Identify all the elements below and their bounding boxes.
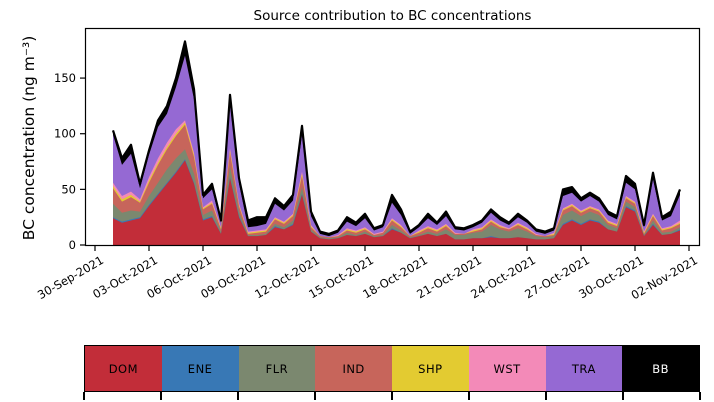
legend-tick — [468, 392, 470, 400]
axes-frame — [84, 27, 701, 247]
legend-tick — [699, 392, 701, 400]
total-line — [111, 40, 682, 235]
chart-title: Source contribution to BC concentrations — [253, 8, 532, 24]
plot-area: 0 50 100 150 — [54, 27, 701, 252]
legend-item-shp: SHP — [392, 346, 469, 391]
legend-item-ind: IND — [315, 346, 392, 391]
legend-axis-ticks — [83, 392, 701, 400]
y-tick-label: 0 — [69, 238, 76, 252]
legend-item-dom: DOM — [85, 346, 162, 391]
y-tick-label: 100 — [54, 127, 76, 141]
y-axis-label: BC concentration (ng m⁻³) — [20, 35, 38, 241]
legend-item-tra: TRA — [545, 346, 623, 391]
legend-item-bb: BB — [622, 346, 699, 391]
legend-label: ENE — [187, 361, 213, 376]
legend-label: DOM — [108, 361, 139, 376]
legend-tick — [622, 392, 624, 400]
legend-label: TRA — [571, 361, 596, 376]
legend-tick — [237, 392, 239, 400]
legend-label: SHP — [418, 361, 443, 376]
area-band-dom — [113, 160, 680, 245]
legend: DOM ENE FLR IND SHP WST TRA BB — [84, 345, 700, 392]
legend-tick — [391, 392, 393, 400]
legend-item-wst: WST — [468, 346, 546, 391]
legend-tick — [545, 392, 547, 400]
legend-label: FLR — [265, 361, 289, 376]
legend-item-ene: ENE — [161, 346, 239, 391]
legend-tick — [314, 392, 316, 400]
legend-label: WST — [493, 361, 521, 376]
legend-tick — [160, 392, 162, 400]
y-tick-label: 50 — [61, 182, 76, 196]
legend-label: IND — [342, 361, 365, 376]
legend-tick — [83, 392, 85, 400]
legend-item-flr: FLR — [238, 346, 316, 391]
y-tick-label: 150 — [54, 71, 76, 85]
legend-label: BB — [652, 361, 670, 376]
